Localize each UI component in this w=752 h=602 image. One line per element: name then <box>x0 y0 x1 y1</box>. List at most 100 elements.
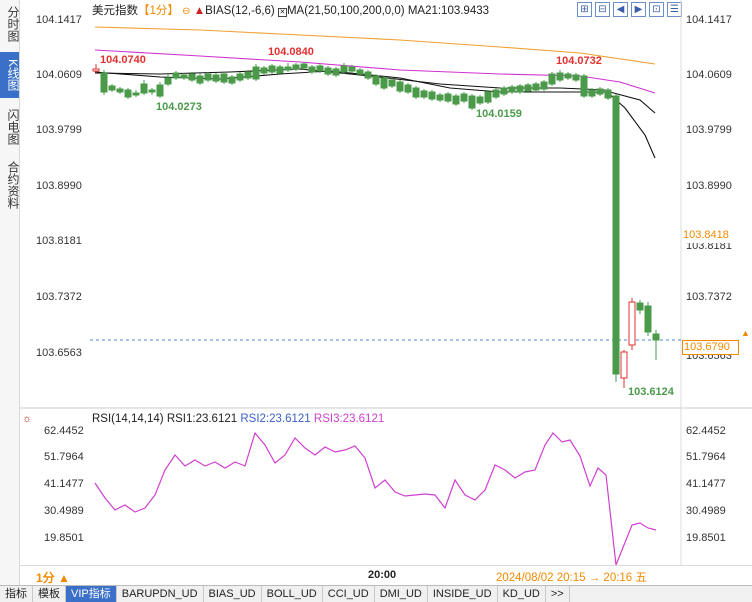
candle-body <box>508 86 516 93</box>
low-price-label: 104.0159 <box>476 108 522 120</box>
bias-indicator[interactable]: BIAS(12,-6,6) <box>205 5 275 17</box>
tab-kd[interactable]: KD_UD <box>498 586 546 602</box>
price-tick: 103.9799 <box>36 124 82 136</box>
candle-body <box>580 75 588 97</box>
indicator-tab-bar: 指标 模板 VIP指标 BARUPDN_UD BIAS_UD BOLL_UD C… <box>0 585 752 602</box>
candle-body <box>268 65 276 73</box>
rsi-settings-icon[interactable]: ☼ <box>22 413 33 425</box>
tab-indicators[interactable]: 指标 <box>0 586 33 602</box>
tab-cci[interactable]: CCI_UD <box>323 586 375 602</box>
candle-body <box>332 68 340 76</box>
rsi-tick: 41.1477 <box>686 478 726 490</box>
time-axis-bar: 1分 ▲ 20:00 2024/08/02 20:15 → 20:16 五 <box>20 565 752 585</box>
price-tick: 103.9799 <box>686 124 732 136</box>
rsi2-value: RSI2:23.6121 <box>240 413 311 425</box>
candle-body <box>228 76 236 84</box>
candle-body <box>124 89 132 98</box>
price-tick: 103.8181 <box>36 235 82 247</box>
price-tick: 103.7372 <box>686 291 732 303</box>
candle-body <box>556 72 564 81</box>
tab-timeshare[interactable]: 分时图 <box>6 6 20 42</box>
candle-body <box>516 85 524 93</box>
candle-body <box>276 66 284 74</box>
add-icon[interactable]: ⊞ <box>577 2 592 17</box>
candle-body <box>620 351 628 379</box>
candle-body <box>436 94 444 101</box>
tab-more[interactable]: >> <box>546 586 570 602</box>
candle-body <box>612 95 620 375</box>
tab-bias[interactable]: BIAS_UD <box>204 586 262 602</box>
candlesticks <box>92 62 660 388</box>
ma-line-magenta <box>94 49 656 94</box>
candle-body <box>572 74 580 81</box>
candle-body <box>532 83 540 91</box>
high-price-label: 104.0740 <box>100 54 146 66</box>
ma-value-tag: 103.8418 <box>683 229 740 243</box>
left-arrow-icon[interactable]: ◀ <box>613 2 628 17</box>
rsi-tick: 41.1477 <box>44 478 84 490</box>
tab-flash-chart[interactable]: 闪电图 <box>6 109 20 145</box>
candle-body <box>316 65 324 72</box>
candle-body <box>596 88 604 95</box>
candle-body <box>244 71 252 79</box>
candle-body <box>212 74 220 82</box>
tab-barupdn[interactable]: BARUPDN_UD <box>117 586 204 602</box>
rsi-tick: 51.7964 <box>686 451 726 463</box>
cursor-time: 2024/08/02 20:15 → 20:16 五 <box>496 572 647 584</box>
tab-kline[interactable]: K线图 <box>0 52 20 98</box>
price-tick: 104.1417 <box>686 14 732 26</box>
candle-body <box>500 87 508 95</box>
candle-body <box>148 89 156 93</box>
price-tick: 103.6563 <box>36 347 82 359</box>
candle-body <box>292 64 300 70</box>
rsi-tick: 62.4452 <box>44 425 84 437</box>
price-tick: 104.0609 <box>36 69 82 81</box>
left-tab-strip: 分时图 K线图 闪电图 合约资料 <box>0 0 20 585</box>
candle-body <box>404 84 412 93</box>
low-price-label: 104.0273 <box>156 101 202 113</box>
price-tick: 103.8990 <box>36 180 82 192</box>
candle-body <box>588 89 596 97</box>
price-tick: 103.7372 <box>36 291 82 303</box>
period-circle-icon[interactable]: ⊖ <box>182 6 191 17</box>
candle-body <box>180 74 188 79</box>
candle-body <box>308 66 316 73</box>
candle-body <box>364 71 372 79</box>
candle-body <box>540 81 548 90</box>
time-tick: 20:00 <box>368 569 397 581</box>
rsi3-value: RSI3:23.6121 <box>313 413 385 425</box>
tab-inside[interactable]: INSIDE_UD <box>428 586 498 602</box>
period-label[interactable]: 【1分】 <box>138 5 179 17</box>
tab-boll[interactable]: BOLL_UD <box>262 586 323 602</box>
tab-dmi[interactable]: DMI_UD <box>375 586 428 602</box>
candle-body <box>444 93 452 102</box>
rsi1-value: RSI1:23.6121 <box>166 413 238 425</box>
candle-body <box>116 88 124 93</box>
candle-body <box>252 66 260 80</box>
candle-body <box>476 96 484 104</box>
tab-templates[interactable]: 模板 <box>33 586 66 602</box>
ma-toggle-icon[interactable]: ✕ <box>277 8 287 17</box>
tab-vip-indicators[interactable]: VIP指标 <box>66 586 117 602</box>
candle-body <box>172 72 180 79</box>
candle-body <box>548 73 556 85</box>
subtract-icon[interactable]: ⊟ <box>595 2 610 17</box>
candle-body <box>188 73 196 81</box>
candle-body <box>204 73 212 81</box>
tab-contract-info[interactable]: 合约资料 <box>6 161 20 209</box>
settings-icon[interactable]: ⊡ <box>649 2 664 17</box>
candle-body <box>324 67 332 75</box>
ma-indicator[interactable]: MA(21,50,100,200,0,0) <box>286 5 405 17</box>
rsi-tick: 62.4452 <box>686 425 726 437</box>
high-price-label: 104.0732 <box>556 55 602 67</box>
candle-body <box>156 84 164 97</box>
rsi-tick: 30.4989 <box>44 505 84 517</box>
ma-line-black-2 <box>94 68 656 159</box>
right-arrow-icon[interactable]: ▶ <box>631 2 646 17</box>
period-select[interactable]: 1分 ▲ <box>36 571 70 585</box>
rsi-name[interactable]: RSI(14,14,14) <box>92 413 164 425</box>
candle-body <box>380 77 388 89</box>
candle-body <box>524 84 532 92</box>
candle-body <box>132 92 140 96</box>
